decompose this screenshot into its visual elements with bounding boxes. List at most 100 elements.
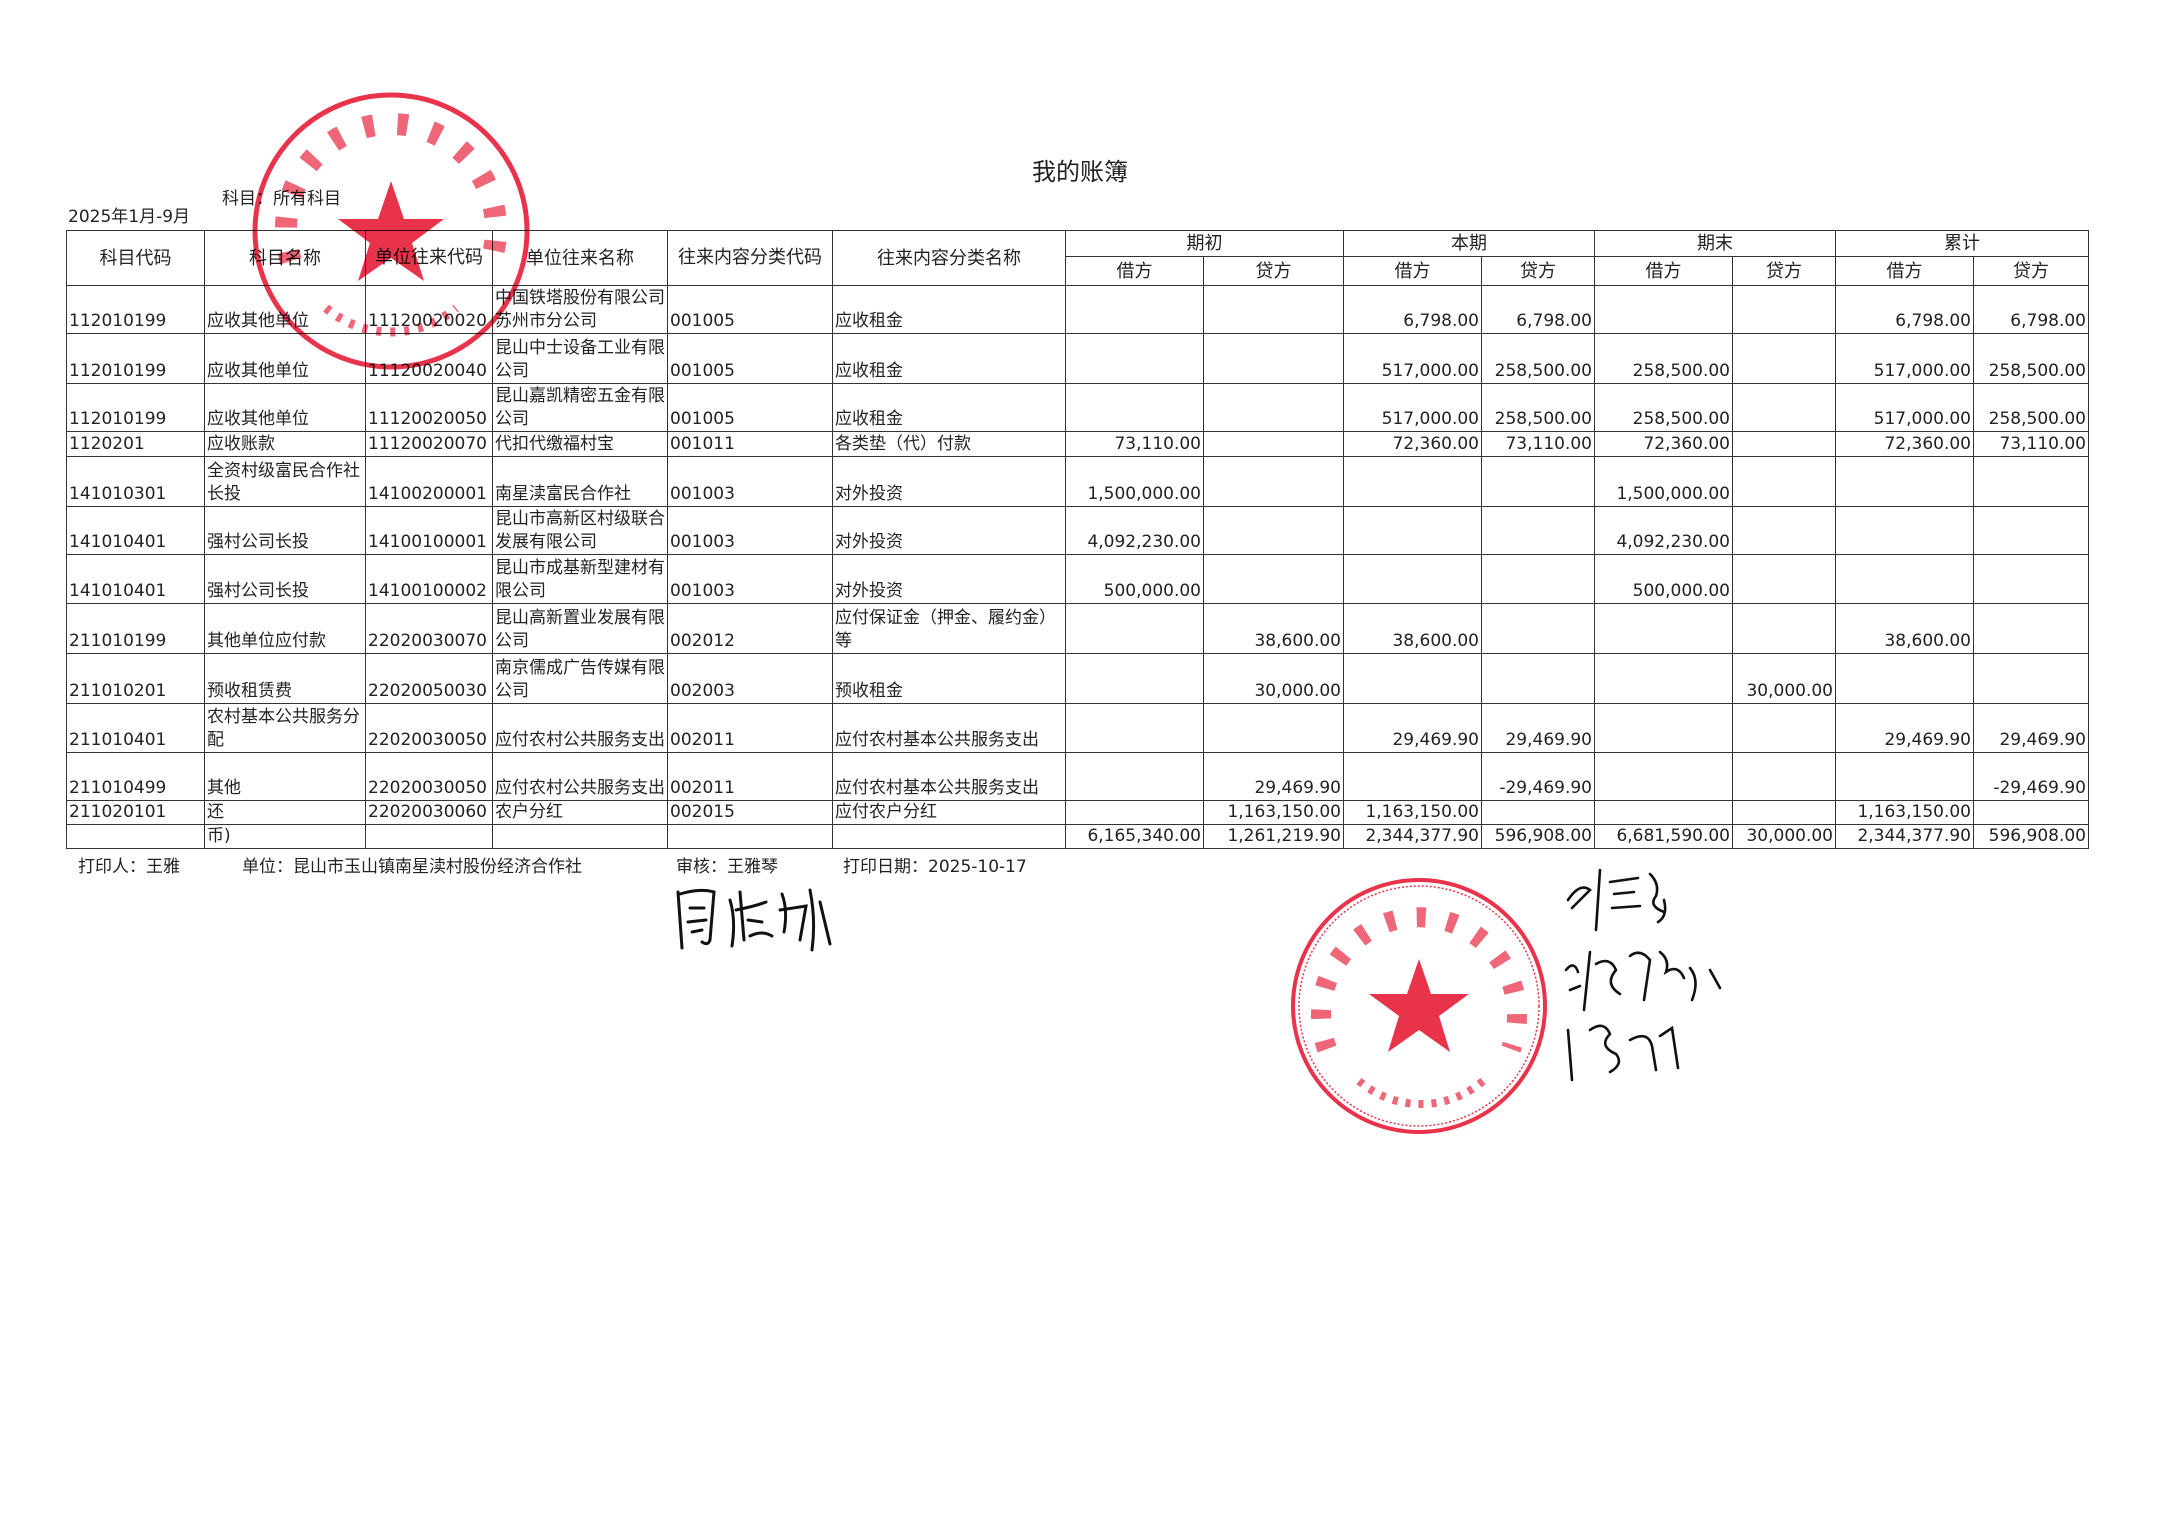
cell-category-name: 应收租金 — [832, 383, 1066, 432]
cell-opening-credit — [1203, 333, 1344, 384]
table-row: 112010199 应收其他单位 11120020020 中国铁塔股份有限公司苏州市分… — [66, 285, 2089, 334]
cell-code: 141010401 — [66, 554, 205, 604]
subject-label: 科目：所有科目 — [222, 189, 341, 209]
cell-cumulative-credit — [1973, 554, 2089, 604]
cell-category-name: 预收租金 — [832, 653, 1066, 704]
cell-cumulative-credit: 258,500.00 — [1973, 333, 2089, 384]
cell-category-name — [832, 824, 1066, 849]
cell-current-debit: 517,000.00 — [1343, 383, 1482, 432]
cell-cumulative-debit: 517,000.00 — [1835, 383, 1974, 432]
cell-category-code: 001005 — [667, 383, 833, 432]
header-debit: 借方 — [1835, 256, 1974, 286]
cell-cumulative-credit: 29,469.90 — [1973, 703, 2089, 753]
cell-unit-name: 昆山市高新区村级联合发展有限公司 — [492, 506, 668, 555]
cell-cumulative-credit — [1973, 506, 2089, 555]
cell-current-debit — [1343, 752, 1482, 801]
cell-subject-name: 应收其他单位 — [204, 383, 366, 432]
cell-closing-credit — [1732, 456, 1836, 507]
header-name: 科目名称 — [204, 230, 366, 286]
page-title: 我的账簿 — [1032, 158, 1128, 186]
cell-category-code: 002003 — [667, 653, 833, 704]
cell-closing-debit: 258,500.00 — [1594, 383, 1733, 432]
cell-opening-debit: 6,165,340.00 — [1065, 824, 1204, 849]
cell-code: 211010499 — [66, 752, 205, 801]
cell-unit-code: 11120020070 — [365, 431, 493, 457]
table-row: 211010201 预收租赁费 22020050030 南京儒成广告传媒有限公司 002… — [66, 653, 2089, 704]
cell-unit-name: 南星渎富民合作社 — [492, 456, 668, 507]
cell-cumulative-debit: 29,469.90 — [1835, 703, 1974, 753]
cell-code: 112010199 — [66, 285, 205, 334]
cell-category-name: 应付保证金（押金、履约金）等 — [832, 603, 1066, 654]
cell-subject-name: 还 — [204, 800, 366, 825]
footer-reviewer: 审核：王雅琴 — [676, 857, 778, 877]
period-label: 2025年1月-9月 — [68, 207, 191, 227]
cell-closing-debit — [1594, 703, 1733, 753]
cell-category-name: 对外投资 — [832, 456, 1066, 507]
cell-category-code: 001003 — [667, 456, 833, 507]
supervision-committee-seal-stamp — [1291, 878, 1547, 1134]
cell-opening-debit — [1065, 383, 1204, 432]
cell-closing-credit — [1732, 554, 1836, 604]
cell-current-credit: 258,500.00 — [1481, 383, 1595, 432]
cell-closing-debit: 4,092,230.00 — [1594, 506, 1733, 555]
cell-category-name: 应付农村基本公共服务支出 — [832, 752, 1066, 801]
cell-opening-credit — [1203, 383, 1344, 432]
cell-unit-code — [365, 824, 493, 849]
cell-unit-code: 22020050030 — [365, 653, 493, 704]
handwritten-signature — [1564, 868, 1722, 1082]
cell-current-credit: 596,908.00 — [1481, 824, 1595, 849]
header-credit: 贷方 — [1203, 256, 1344, 286]
header-debit: 借方 — [1343, 256, 1482, 286]
cell-subject-name: 农村基本公共服务分配 — [204, 703, 366, 753]
cell-current-credit — [1481, 603, 1595, 654]
cell-unit-name: 中国铁塔股份有限公司苏州市分公司 — [492, 285, 668, 334]
cell-category-code: 001005 — [667, 333, 833, 384]
cell-unit-name — [492, 824, 668, 849]
cell-closing-debit: 1,500,000.00 — [1594, 456, 1733, 507]
cell-unit-code: 14100100002 — [365, 554, 493, 604]
header-credit: 贷方 — [1732, 256, 1836, 286]
header-debit: 借方 — [1065, 256, 1204, 286]
cell-closing-debit — [1594, 653, 1733, 704]
cell-unit-code: 14100200001 — [365, 456, 493, 507]
cell-closing-debit: 6,681,590.00 — [1594, 824, 1733, 849]
cell-opening-debit — [1065, 285, 1204, 334]
table-row: 141010401 强村公司长投 14100100002 昆山市成基新型建材有限公司 0… — [66, 554, 2089, 604]
cell-current-debit: 2,344,377.90 — [1343, 824, 1482, 849]
cell-current-debit — [1343, 506, 1482, 555]
footer-unit: 单位：昆山市玉山镇南星渎村股份经济合作社 — [242, 857, 582, 877]
cell-current-credit: 73,110.00 — [1481, 431, 1595, 457]
cell-cumulative-credit: 596,908.00 — [1973, 824, 2089, 849]
cell-closing-debit: 258,500.00 — [1594, 333, 1733, 384]
cell-cumulative-credit: -29,469.90 — [1973, 752, 2089, 801]
header-credit: 贷方 — [1973, 256, 2089, 286]
cell-closing-credit — [1732, 383, 1836, 432]
cell-current-debit: 29,469.90 — [1343, 703, 1482, 753]
cell-cumulative-debit: 38,600.00 — [1835, 603, 1974, 654]
cell-closing-debit — [1594, 285, 1733, 334]
total-row: 币) 6,165,340.00 1,261,219.90 2,344,377.90 59… — [66, 824, 2089, 849]
cell-unit-name: 应付农村公共服务支出 — [492, 752, 668, 801]
cell-cumulative-debit: 2,344,377.90 — [1835, 824, 1974, 849]
cell-unit-code: 11120020020 — [365, 285, 493, 334]
header-category-name: 往来内容分类名称 — [832, 230, 1066, 286]
handwritten-signature — [676, 888, 832, 952]
cell-current-credit — [1481, 800, 1595, 825]
cell-unit-name: 代扣代缴福村宝 — [492, 431, 668, 457]
cell-current-debit — [1343, 554, 1482, 604]
table-row: 211010499 其他 22020030050 应付农村公共服务支出 002011 应付… — [66, 752, 2089, 801]
cell-category-code: 001003 — [667, 506, 833, 555]
cell-opening-debit — [1065, 800, 1204, 825]
cell-opening-debit — [1065, 333, 1204, 384]
cell-code: 1120201 — [66, 431, 205, 457]
table-row: 211020101 还 22020030060 农户分红 002015 应付农户分红 1,1… — [66, 800, 2089, 825]
cell-subject-name: 应收其他单位 — [204, 285, 366, 334]
cell-opening-credit — [1203, 703, 1344, 753]
cell-cumulative-credit — [1973, 800, 2089, 825]
cell-unit-name: 昆山中士设备工业有限公司 — [492, 333, 668, 384]
cell-current-debit: 6,798.00 — [1343, 285, 1482, 334]
cell-category-code: 002011 — [667, 752, 833, 801]
cell-opening-debit — [1065, 603, 1204, 654]
cell-opening-credit — [1203, 456, 1344, 507]
header-unit-name: 单位往来名称 — [492, 230, 668, 286]
